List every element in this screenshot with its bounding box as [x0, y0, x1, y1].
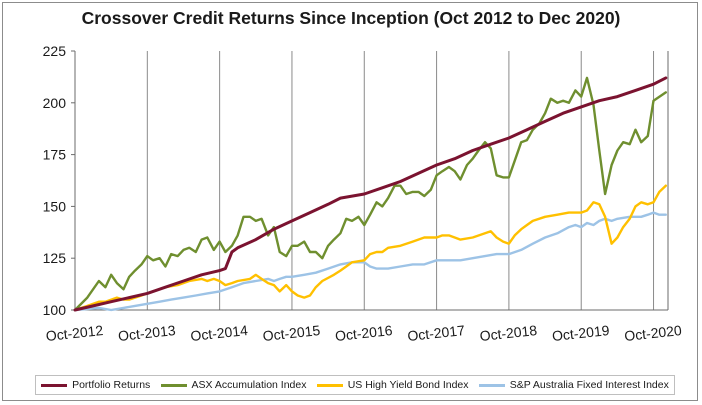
- y-tick-label: 150: [43, 198, 67, 214]
- y-tick-label: 125: [43, 250, 67, 266]
- x-tick-labels: Oct-2012 Oct-2013 Oct-2014 Oct-2015 Oct-2016…: [45, 322, 683, 344]
- series-lines: [73, 76, 668, 312]
- x-tick-label: Oct-2018: [479, 322, 538, 344]
- x-tick-label: Oct-2015: [262, 322, 321, 344]
- y-tick-labels: 100 125 150 175 200 225: [43, 43, 67, 318]
- y-tick-label: 175: [43, 147, 67, 163]
- x-tick-label: Oct-2014: [190, 322, 249, 344]
- legend-label: S&P Australia Fixed Interest Index: [509, 379, 669, 391]
- legend-swatch: [41, 383, 68, 387]
- chart-title: Crossover Credit Returns Since Inception…: [81, 8, 621, 28]
- series-line-portfolio-returns: [73, 76, 668, 312]
- series-line-asx-accumulation-index: [73, 76, 667, 312]
- series-line-s-p-australia-fixed-interest-index: [73, 211, 667, 312]
- x-tick-label: Oct-2019: [551, 322, 610, 344]
- legend-swatch: [160, 383, 187, 387]
- x-tick-label: Oct-2016: [334, 322, 393, 344]
- legend-item: S&P Australia Fixed Interest Index: [478, 379, 669, 391]
- legend-item: US High Yield Bond Index: [316, 379, 469, 391]
- series-line-us-high-yield-bond-index: [73, 184, 667, 312]
- axes: [71, 50, 669, 311]
- x-tick-label: Oct-2020: [624, 322, 683, 344]
- x-tick-label: Oct-2012: [45, 322, 104, 344]
- x-tick-label: Oct-2017: [407, 322, 466, 344]
- legend-label: Portfolio Returns: [72, 379, 151, 391]
- legend-item: ASX Accumulation Index: [160, 379, 307, 391]
- x-tick-label: Oct-2013: [117, 322, 176, 344]
- legend-item: Portfolio Returns: [41, 379, 150, 391]
- legend-label: US High Yield Bond Index: [347, 379, 469, 391]
- legend: Portfolio Returns ASX Accumulation Index U…: [35, 375, 675, 395]
- gridlines: [74, 51, 655, 310]
- legend-swatch: [478, 383, 505, 387]
- legend-swatch: [316, 383, 343, 387]
- legend-label: ASX Accumulation Index: [191, 379, 307, 391]
- chart-frame: [2, 2, 698, 401]
- y-tick-label: 200: [43, 95, 67, 111]
- y-tick-label: 100: [43, 302, 67, 318]
- y-tick-label: 225: [43, 43, 67, 59]
